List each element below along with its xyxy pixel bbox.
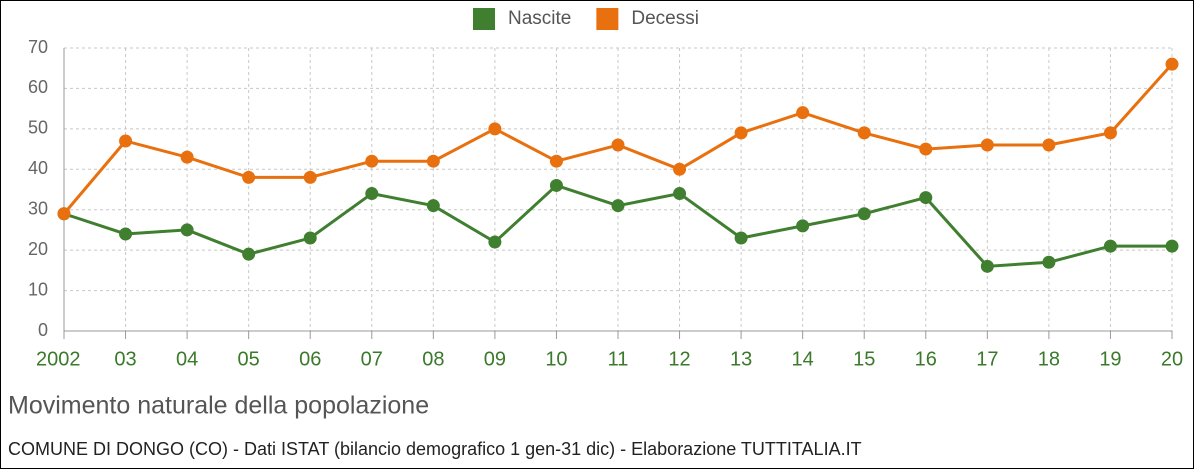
- data-point: [673, 162, 687, 176]
- data-point: [488, 122, 502, 136]
- y-tick-label: 60: [28, 77, 48, 97]
- x-tick-label: 20: [1161, 348, 1183, 370]
- x-tick-label: 06: [299, 348, 321, 370]
- data-point: [303, 231, 317, 245]
- y-tick-label: 50: [28, 118, 48, 138]
- data-point: [119, 134, 133, 148]
- x-tick-label: 16: [915, 348, 937, 370]
- data-point: [796, 106, 810, 120]
- x-tick-label: 19: [1099, 348, 1121, 370]
- y-tick-label: 10: [28, 279, 48, 299]
- data-point: [426, 199, 440, 213]
- data-point: [549, 178, 563, 192]
- x-tick-label: 07: [361, 348, 383, 370]
- legend-label: Nascite: [508, 8, 571, 29]
- data-point: [180, 223, 194, 237]
- legend-swatch: [596, 8, 619, 30]
- x-tick-label: 09: [484, 348, 506, 370]
- x-tick-label: 04: [176, 348, 198, 370]
- x-tick-label: 11: [608, 348, 629, 370]
- x-tick-label: 08: [422, 348, 444, 370]
- data-point: [1103, 239, 1117, 253]
- data-point: [426, 154, 440, 168]
- data-point: [303, 170, 317, 184]
- data-point: [980, 259, 994, 273]
- data-point: [1042, 255, 1056, 269]
- x-tick-label: 14: [792, 348, 814, 370]
- y-tick-label: 0: [38, 320, 48, 340]
- x-tick-label: 18: [1038, 348, 1060, 370]
- data-point: [611, 138, 625, 152]
- data-point: [365, 187, 379, 201]
- data-point: [119, 227, 133, 241]
- data-point: [796, 219, 810, 233]
- data-point: [857, 207, 871, 221]
- x-tick-label: 03: [114, 348, 136, 370]
- data-point: [857, 126, 871, 140]
- data-point: [919, 142, 933, 156]
- x-tick-label: 05: [238, 348, 260, 370]
- y-tick-label: 70: [28, 37, 48, 57]
- data-point: [980, 138, 994, 152]
- data-point: [1042, 138, 1056, 152]
- data-point: [611, 199, 625, 213]
- legend-swatch: [473, 8, 495, 30]
- data-point: [488, 235, 502, 249]
- data-point: [734, 126, 748, 140]
- data-point: [673, 187, 687, 201]
- data-point: [242, 247, 256, 261]
- data-point: [1165, 239, 1179, 253]
- chart-subtitle: COMUNE DI DONGO (CO) - Dati ISTAT (bilan…: [8, 439, 862, 459]
- data-point: [919, 191, 933, 205]
- data-point: [1165, 57, 1179, 71]
- data-point: [365, 154, 379, 168]
- y-tick-label: 20: [28, 239, 48, 259]
- data-point: [242, 170, 256, 184]
- x-tick-label: 15: [853, 348, 875, 370]
- y-tick-label: 40: [28, 158, 48, 178]
- data-point: [734, 231, 748, 245]
- chart-title: Movimento naturale della popolazione: [8, 392, 429, 420]
- legend-label: Decessi: [631, 8, 699, 29]
- x-tick-label: 17: [976, 348, 998, 370]
- x-tick-label: 12: [668, 348, 690, 370]
- x-tick-label: 10: [545, 348, 567, 370]
- data-point: [1103, 126, 1117, 140]
- data-point: [549, 154, 563, 168]
- y-tick-label: 30: [28, 198, 48, 218]
- data-point: [180, 150, 194, 164]
- data-point: [57, 207, 71, 221]
- x-tick-label: 2002: [36, 348, 81, 370]
- x-tick-label: 13: [730, 348, 752, 370]
